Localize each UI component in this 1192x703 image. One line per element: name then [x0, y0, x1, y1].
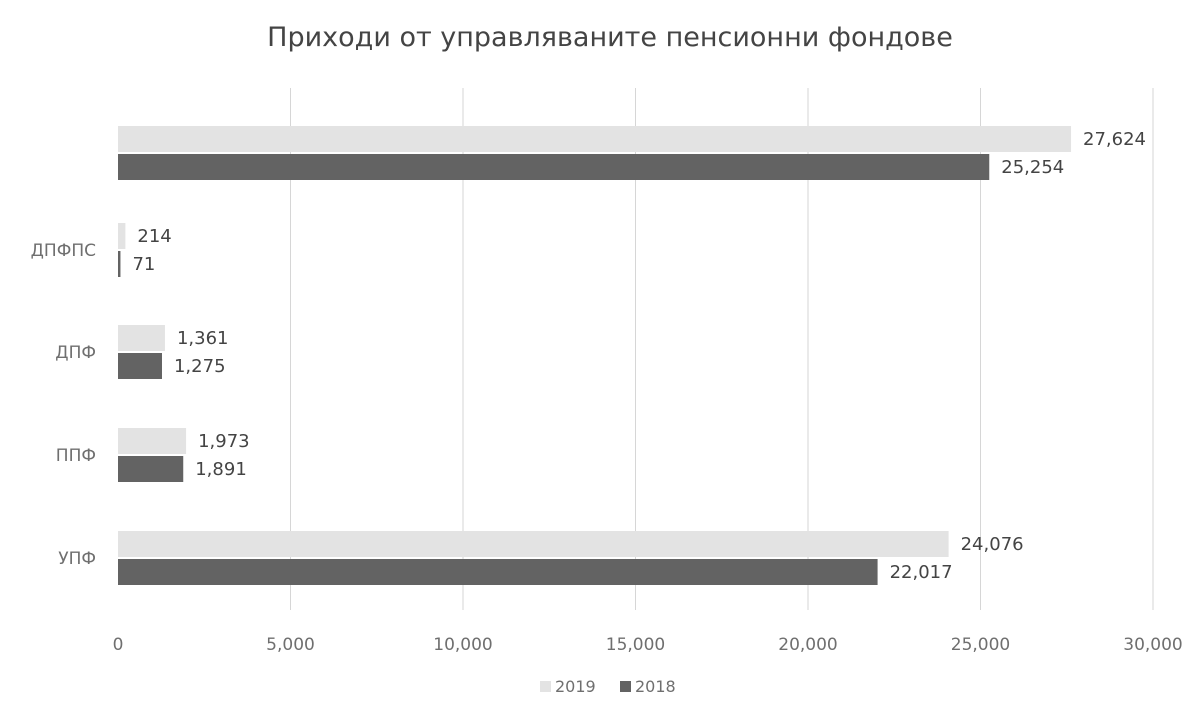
data-label: 1,361: [177, 328, 229, 349]
data-label: 25,254: [1001, 157, 1064, 178]
bar-2019: [118, 531, 949, 557]
bar-2018: [118, 154, 990, 180]
legend-label: 2019: [555, 677, 596, 696]
x-tick-label: 0: [113, 635, 124, 655]
x-tick-label: 25,000: [951, 635, 1010, 655]
data-label: 71: [132, 254, 155, 275]
data-label: 214: [137, 226, 171, 247]
legend-label: 2018: [635, 677, 676, 696]
category-label: ДПФПС: [31, 241, 96, 261]
data-label: 22,017: [890, 562, 953, 583]
x-tick-label: 15,000: [606, 635, 665, 655]
chart-title: Приходи от управляваните пенсионни фондо…: [267, 22, 953, 53]
bar-2018: [118, 353, 162, 379]
bar-2019: [118, 223, 126, 249]
bar-2019: [118, 428, 187, 454]
data-label: 1,275: [174, 356, 226, 377]
bars: [118, 126, 1072, 585]
bar-2019: [118, 325, 165, 351]
data-label: 24,076: [961, 534, 1024, 555]
category-label: ДПФ: [55, 343, 96, 363]
x-axis-ticks: 0 5,000 10,000 15,000 20,000 25,000 30,000: [113, 635, 1183, 655]
category-label: ППФ: [56, 446, 96, 466]
data-label: 1,891: [195, 459, 247, 480]
bar-2018: [118, 456, 184, 482]
category-labels: ДПФПС ДПФ ППФ УПФ: [31, 241, 96, 569]
data-label: 1,973: [198, 431, 250, 452]
bar-2018: [118, 559, 878, 585]
x-tick-label: 5,000: [266, 635, 315, 655]
category-label: УПФ: [58, 549, 96, 569]
data-label: 27,624: [1083, 129, 1146, 150]
legend-swatch: [620, 681, 631, 692]
x-tick-label: 20,000: [778, 635, 837, 655]
bar-2018: [118, 251, 121, 277]
x-tick-label: 30,000: [1123, 635, 1182, 655]
legend-swatch: [540, 681, 551, 692]
data-labels: 27,624 25,254 214 71 1,361 1,275 1,973 1,891 24,…: [132, 129, 1146, 583]
legend: 2019 2018: [540, 677, 676, 696]
bar-2019: [118, 126, 1072, 152]
x-tick-label: 10,000: [433, 635, 492, 655]
